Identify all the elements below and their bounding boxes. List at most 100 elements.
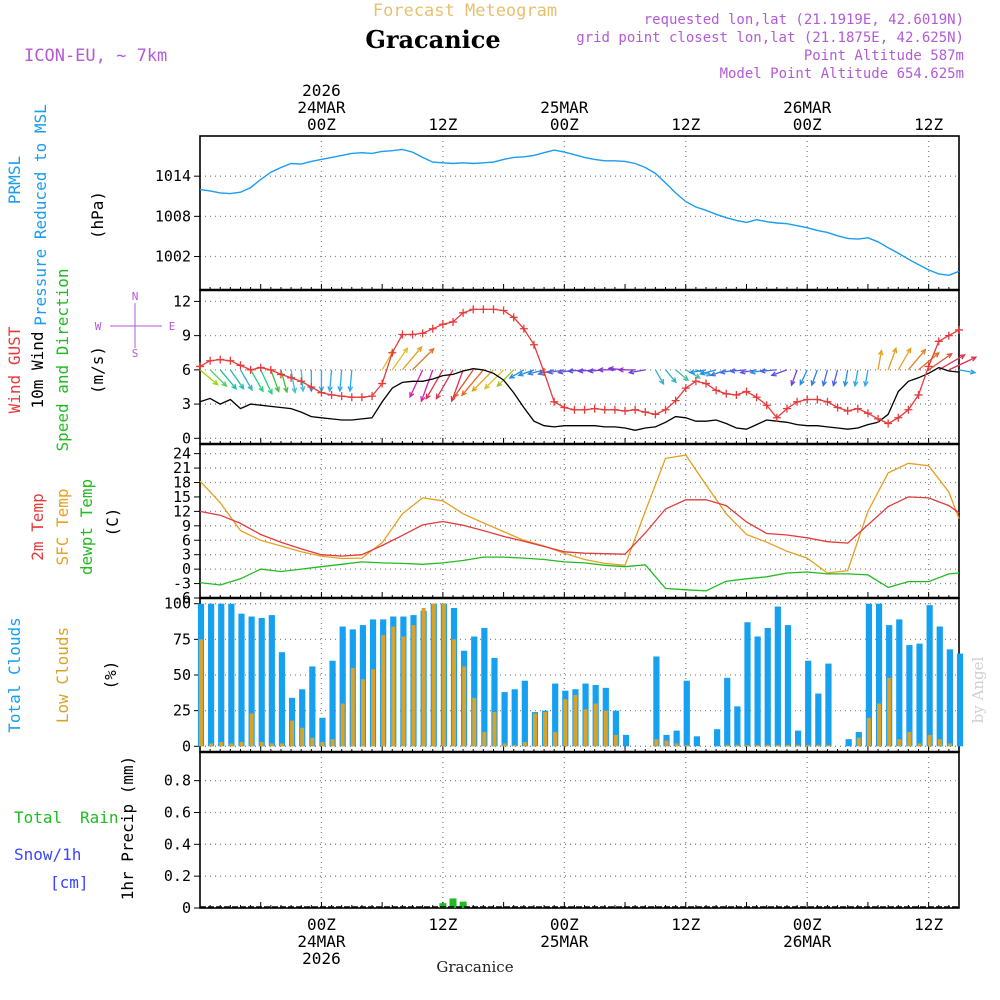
wind-arrow-head — [566, 368, 574, 374]
series-2m-temp — [199, 496, 960, 557]
wind-arrow — [391, 347, 409, 371]
bar-low-cloud — [209, 743, 214, 747]
gust-marker — [469, 305, 478, 314]
wind-arrow-shaft — [877, 350, 883, 370]
y-tick-label: 6 — [182, 361, 191, 379]
wind-arrow-head — [739, 369, 746, 375]
wind-arrow — [318, 369, 325, 393]
wind-arrow — [299, 369, 306, 393]
bar-total-cloud — [258, 617, 265, 747]
wind-arrow — [450, 369, 464, 403]
wind-arrow-head — [267, 388, 273, 396]
gust-marker — [661, 405, 670, 414]
bar-total-cloud — [299, 689, 306, 747]
y-tick-label: -6 — [173, 589, 191, 607]
bar-low-cloud — [573, 694, 578, 747]
y-tick-label: 0.4 — [164, 835, 191, 853]
bar-low-cloud — [290, 720, 295, 747]
wind-arrow-shaft — [290, 369, 296, 393]
gust-marker — [621, 406, 630, 415]
gust-marker — [206, 356, 215, 365]
gust-marker — [671, 396, 680, 405]
gust-marker — [863, 409, 872, 418]
gust-marker — [914, 390, 923, 399]
y-tick-label: 3 — [182, 546, 191, 564]
bar-low-cloud — [593, 703, 598, 747]
wind-arrow-head — [891, 346, 898, 354]
gust-marker — [570, 405, 579, 414]
time-label-bottom: 12Z — [671, 915, 700, 934]
wind-arrow-shaft — [897, 348, 912, 371]
bar-low-cloud — [441, 603, 446, 747]
bar-low-cloud — [826, 744, 831, 747]
label-wind-unit: (m/s) — [88, 346, 107, 394]
bar-total-cloud — [815, 693, 822, 747]
wind-arrow-shaft — [822, 369, 829, 386]
wind-arrow-shaft — [425, 369, 444, 399]
bar-low-cloud — [907, 732, 912, 747]
wind-arrow — [270, 369, 280, 393]
wind-arrow-head — [453, 392, 459, 399]
wind-arrow-head — [347, 386, 354, 393]
wind-arrow-head — [671, 377, 677, 384]
gust-marker — [894, 413, 903, 422]
time-label-bottom: 12Z — [428, 915, 457, 934]
wind-arrow-head — [709, 371, 717, 377]
wind-arrow-shaft — [928, 353, 953, 371]
wind-arrow — [831, 369, 839, 387]
panel-precip: 0 0.2 0.4 0.6 0.8 — [164, 751, 960, 917]
gust-marker — [297, 377, 306, 386]
y-tick-label: 0.8 — [164, 772, 191, 790]
label-pressure-unit: (hPa) — [88, 191, 107, 239]
wind-arrow-head — [546, 369, 554, 375]
y-tick-label: 24 — [173, 445, 191, 463]
gust-marker — [793, 397, 802, 406]
wind-arrow — [918, 351, 940, 371]
time-label-bottom: 24MAR — [297, 932, 346, 951]
wind-arrow — [799, 369, 808, 386]
wind-arrow — [483, 369, 505, 390]
bar-low-cloud — [927, 734, 932, 747]
bar-total-cloud — [339, 626, 346, 747]
y-tick-label: 12 — [173, 292, 191, 310]
wind-arrow-shaft — [578, 369, 595, 372]
gust-marker — [823, 397, 832, 406]
gust-marker — [853, 404, 862, 413]
wind-arrow-shaft — [760, 369, 777, 372]
time-label-bottom: 25MAR — [540, 932, 589, 951]
wind-arrow — [401, 345, 423, 371]
time-label-bottom: 00Z — [307, 915, 336, 934]
bar-total-cloud — [926, 605, 933, 747]
series-prmsl — [199, 148, 960, 277]
bar-total-cloud — [825, 663, 832, 747]
wind-arrow-head — [790, 380, 796, 387]
header-title-top: Forecast Meteogram — [373, 1, 557, 21]
bar-low-cloud — [452, 639, 456, 747]
wind-arrow-head — [212, 379, 219, 386]
gust-marker — [590, 404, 599, 413]
bar-total-cloud — [714, 729, 721, 747]
bar-low-cloud — [725, 744, 730, 747]
gust-marker — [236, 361, 245, 370]
y-tick-label: 25 — [173, 702, 191, 720]
y-tick-label: 3 — [182, 395, 191, 413]
bar-low-cloud — [654, 739, 659, 747]
gust-marker — [934, 337, 943, 346]
wind-arrow-head — [853, 380, 859, 388]
gust-marker — [732, 390, 741, 399]
wind-arrow-shaft — [461, 369, 484, 396]
bar-low-cloud — [866, 717, 871, 747]
gust-marker — [438, 320, 447, 329]
bar-low-cloud — [745, 744, 750, 747]
bar-low-cloud — [411, 625, 416, 747]
cloud-bars — [197, 603, 964, 747]
gust-marker — [317, 388, 326, 397]
gust-marker — [550, 397, 559, 406]
wind-arrow-head — [821, 380, 828, 387]
wind-arrow-shaft — [832, 369, 839, 386]
bar-total-cloud — [744, 622, 751, 747]
wind-arrow — [853, 369, 859, 388]
time-label-top: 2026 — [302, 81, 341, 100]
wind-arrow-head — [770, 371, 777, 377]
bar-total-cloud — [764, 627, 771, 747]
